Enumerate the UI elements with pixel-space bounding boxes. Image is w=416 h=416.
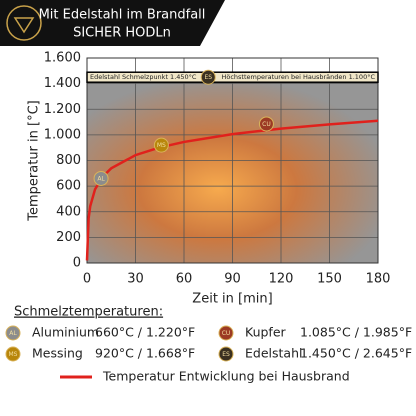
y-tick-label: 600	[56, 179, 81, 194]
y-tick-label: 200	[56, 230, 81, 245]
plot-frame	[86, 57, 379, 264]
badge	[200, 69, 216, 85]
badge-label: ES	[222, 351, 230, 358]
badge	[93, 170, 109, 186]
legend-temps: 1.450°C / 2.645°F	[300, 346, 412, 361]
y-tick-label: 800	[56, 153, 81, 168]
legend-title: Schmelztemperaturen:	[14, 305, 163, 320]
legend-entry: Temperatur Entwicklung bei Hausbrand	[102, 369, 350, 384]
y-axis-title: Temperatur in [°C]	[27, 100, 42, 221]
y-tick-label: 0	[73, 256, 81, 271]
header-band	[0, 0, 225, 46]
legend-name: Messing	[32, 346, 83, 361]
badge-label: MS	[157, 142, 166, 149]
reference-label: Edelstahl Schmelzpunkt 1.450°C	[90, 73, 197, 81]
legend-temps: 660°C / 1.220°F	[95, 325, 195, 340]
reference-label: Höchsttemperaturen bei Hausbränden 1.100…	[221, 73, 375, 81]
legend-name: Edelstahl	[245, 346, 302, 361]
badge	[218, 325, 234, 341]
badge-label: CU	[262, 121, 271, 128]
badge	[258, 116, 274, 132]
reference-band	[86, 71, 379, 83]
x-tick-label: 180	[366, 272, 391, 287]
x-tick-label: 120	[269, 272, 294, 287]
legend-temps: 1.085°C / 1.985°F	[300, 325, 412, 340]
badge-label: MS	[9, 351, 18, 358]
badge-label: CU	[222, 330, 231, 337]
header-line2: SICHER HODLn	[73, 26, 171, 41]
x-axis-title: Zeit in [min]	[192, 292, 272, 307]
x-tick-label: 0	[83, 272, 91, 287]
y-tick-label: 1.400	[44, 76, 81, 91]
x-tick-label: 30	[127, 272, 144, 287]
badge-label: AL	[97, 175, 105, 182]
badge	[5, 346, 21, 362]
badge	[5, 325, 21, 341]
y-tick-label: 1.600	[44, 51, 81, 66]
x-tick-label: 90	[224, 272, 241, 287]
badge-label: ES	[204, 74, 212, 81]
header-line1: Mit Edelstahl im Brandfall	[39, 8, 206, 23]
y-tick-label: 1.200	[44, 102, 81, 117]
legend-name: Kupfer	[245, 325, 287, 340]
badge	[218, 346, 234, 362]
logo-gem	[13, 17, 35, 34]
legend-temps: 920°C / 1.668°F	[95, 346, 195, 361]
x-tick-label: 60	[176, 272, 193, 287]
badge-label: AL	[9, 330, 17, 337]
legend-name: Aluminium	[32, 325, 99, 340]
y-tick-label: 1.000	[44, 127, 81, 142]
y-tick-label: 400	[56, 204, 81, 219]
series-line	[85, 119, 379, 261]
badge	[153, 137, 169, 153]
logo	[6, 5, 42, 41]
x-tick-label: 150	[317, 272, 342, 287]
